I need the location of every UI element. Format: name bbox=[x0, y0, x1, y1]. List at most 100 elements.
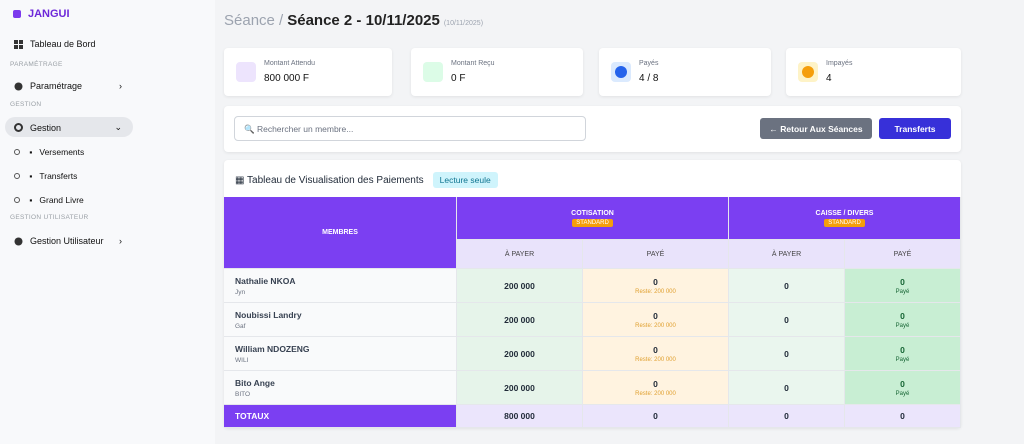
totals-cell: 0 bbox=[845, 405, 961, 428]
card-label: Payés bbox=[639, 60, 659, 67]
member-name: Nathalie NKOA bbox=[235, 275, 296, 286]
card-value: 4 / 8 bbox=[639, 73, 659, 84]
nav-label: Gestion Utilisateur bbox=[30, 236, 104, 246]
rest: Reste: 200 000 bbox=[635, 288, 676, 295]
rest: Reste: 200 000 bbox=[635, 390, 676, 397]
totals-cell: 0 bbox=[729, 405, 845, 428]
chevron: › bbox=[119, 236, 122, 246]
section-label: PARAMÉTRAGE bbox=[10, 61, 63, 68]
page-title: Séance 2 - 10/11/2025 bbox=[287, 12, 440, 29]
back-button[interactable]: ← Retour Aux Séances bbox=[760, 118, 872, 139]
amount: 0 bbox=[653, 276, 658, 287]
amount: 800 000 bbox=[504, 411, 535, 421]
totals-text: TOTAUX bbox=[235, 411, 270, 421]
due-cell: 0 bbox=[729, 303, 845, 337]
member-code: WILI bbox=[235, 356, 249, 364]
page-header: Séance / Séance 2 - 10/11/2025 (10/11/20… bbox=[224, 12, 483, 29]
nav-label: Transferts bbox=[39, 171, 78, 181]
subheader-cell: PAYÉ bbox=[583, 240, 729, 269]
rest: Reste: 200 000 bbox=[635, 356, 676, 363]
amount: 0 bbox=[784, 314, 789, 325]
totals-cell: 800 000 bbox=[457, 405, 583, 428]
active-bg bbox=[5, 117, 133, 137]
page-date: (10/11/2025) bbox=[443, 20, 484, 27]
amount: 0 bbox=[784, 280, 789, 291]
header-text: À PAYER bbox=[771, 250, 802, 258]
stat-card: Payés 4 / 8 bbox=[599, 48, 771, 96]
member-name: Noubissi Landry bbox=[235, 309, 302, 320]
nav-item[interactable]: Gestion Utilisateur › bbox=[14, 236, 122, 246]
search-input[interactable]: 🔍 Rechercher un membre... bbox=[234, 116, 586, 141]
amount: 0 bbox=[653, 411, 658, 421]
due-cell: 0 bbox=[729, 337, 845, 371]
amount: 0 bbox=[900, 310, 905, 321]
card-icon bbox=[611, 62, 631, 82]
nav-item[interactable]: ▪ Versements bbox=[14, 147, 84, 157]
amount: 0 bbox=[900, 378, 905, 389]
amount: 200 000 bbox=[504, 280, 535, 291]
paid-cell: 0 Reste: 200 000 bbox=[583, 371, 729, 405]
paid-cell: 0 Payé bbox=[845, 269, 961, 303]
nav-item[interactable]: ▪ Grand Livre bbox=[14, 195, 84, 205]
member-code: Jyn bbox=[235, 288, 246, 296]
stat-card: Impayés 4 bbox=[786, 48, 961, 96]
member-cell: Noubissi Landry Gaf bbox=[224, 303, 457, 337]
subheader-cell: À PAYER bbox=[457, 240, 583, 269]
nav-item[interactable]: Tableau de Bord bbox=[14, 39, 96, 49]
due-cell: 200 000 bbox=[457, 303, 583, 337]
subheader-cell: À PAYER bbox=[729, 240, 845, 269]
card-icon bbox=[236, 62, 256, 82]
paid-cell: 0 Payé bbox=[845, 337, 961, 371]
due-cell: 200 000 bbox=[457, 269, 583, 303]
brand[interactable]: JANGUI bbox=[28, 8, 70, 20]
header-text: PAYÉ bbox=[646, 250, 665, 258]
status: Payé bbox=[895, 288, 910, 295]
member-name: Bito Ange bbox=[235, 377, 275, 388]
header-cell: MEMBRES bbox=[224, 197, 457, 269]
header-cell: COTISATION STANDARD bbox=[457, 197, 729, 240]
amount: 200 000 bbox=[504, 382, 535, 393]
header-text: À PAYER bbox=[504, 250, 535, 258]
amount: 0 bbox=[784, 382, 789, 393]
amount: 0 bbox=[653, 378, 658, 389]
card-label: Impayés bbox=[826, 60, 853, 67]
status: Payé bbox=[895, 390, 910, 397]
nav-item[interactable]: Gestion ⌄ bbox=[14, 122, 122, 133]
rest: Reste: 200 000 bbox=[635, 322, 676, 329]
transfers-button[interactable]: Transferts bbox=[879, 118, 951, 139]
amount: 0 bbox=[900, 344, 905, 355]
subheader-cell: PAYÉ bbox=[845, 240, 961, 269]
nav-item[interactable]: ▪ Transferts bbox=[14, 171, 77, 181]
breadcrumb[interactable]: Séance / bbox=[224, 12, 284, 29]
chevron: › bbox=[119, 81, 122, 91]
search-placeholder: Rechercher un membre... bbox=[256, 124, 354, 134]
amount: 0 bbox=[784, 348, 789, 359]
paid-cell: 0 Payé bbox=[845, 303, 961, 337]
readonly-badge: Lecture seule bbox=[432, 172, 498, 188]
amount: 0 bbox=[900, 411, 905, 421]
member-cell: William NDOZENG WILI bbox=[224, 337, 457, 371]
header-text: MEMBRES bbox=[322, 229, 358, 236]
status: Payé bbox=[895, 356, 910, 363]
amount: 0 bbox=[784, 411, 789, 421]
paid-cell: 0 Reste: 200 000 bbox=[583, 269, 729, 303]
status: Payé bbox=[895, 322, 910, 329]
totals-label: TOTAUX bbox=[224, 405, 457, 428]
section-label: GESTION UTILISATEUR bbox=[10, 214, 89, 221]
paid-cell: 0 Reste: 200 000 bbox=[583, 303, 729, 337]
nav-label: Paramétrage bbox=[30, 81, 83, 91]
chevron: ⌄ bbox=[114, 122, 122, 132]
due-cell: 200 000 bbox=[457, 371, 583, 405]
member-name: William NDOZENG bbox=[235, 343, 310, 354]
amount: 200 000 bbox=[504, 348, 535, 359]
totals-cell: 0 bbox=[583, 405, 729, 428]
nav-label: Gestion bbox=[30, 122, 62, 133]
nav-item[interactable]: Paramétrage › bbox=[14, 81, 122, 91]
header-text: CAISSE / DIVERS bbox=[815, 209, 874, 217]
card-icon bbox=[423, 62, 443, 82]
nav-label: Versements bbox=[39, 147, 85, 157]
stat-card: Montant Reçu 0 F bbox=[411, 48, 583, 96]
payments-table: MEMBRES COTISATION STANDARD CAISSE / DIVERS… bbox=[224, 197, 961, 428]
